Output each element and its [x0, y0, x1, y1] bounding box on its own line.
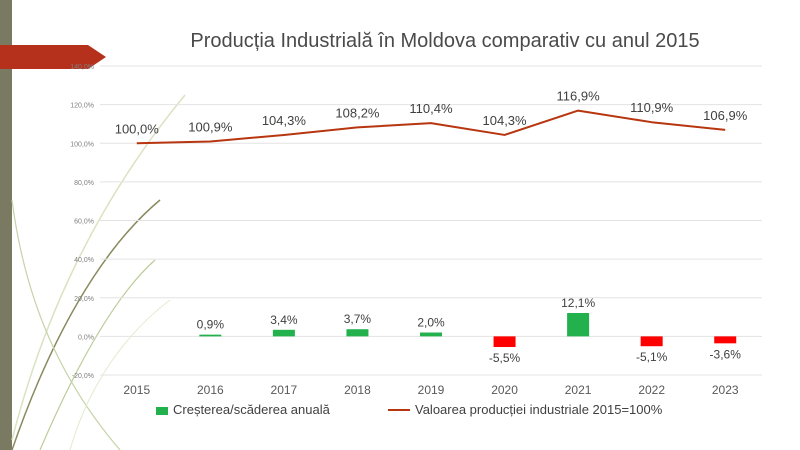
bar: [346, 329, 369, 337]
bar-data-label: 2,0%: [417, 316, 445, 330]
legend-label-line: Valoarea producției industriale 2015=100…: [415, 402, 663, 417]
y-tick-label: 40,0%: [74, 257, 94, 264]
bar-data-label: 0,9%: [197, 318, 225, 332]
decorative-curves: [11, 94, 186, 450]
legend-item-bars: Creșterea/scăderea anuală: [156, 402, 330, 417]
x-tick-label: 2017: [271, 383, 298, 397]
line-data-label: 110,9%: [630, 100, 674, 115]
legend-bar-swatch: [156, 406, 168, 415]
title-ribbon: [0, 45, 106, 69]
y-tick-label: 140,0%: [70, 64, 94, 71]
bar: [640, 336, 663, 347]
line-data-label: 110,4%: [409, 101, 453, 116]
bar: [420, 332, 442, 337]
y-tick-label: 0,0%: [78, 334, 94, 341]
line-series-path: [136, 109, 726, 145]
y-tick-label: 120,0%: [70, 103, 94, 110]
y-tick-label: 60,0%: [74, 219, 94, 226]
bar: [199, 334, 222, 337]
x-tick-label: 2018: [344, 383, 371, 397]
x-tick-label: 2020: [491, 383, 518, 397]
line-data-label: 108,2%: [335, 105, 380, 120]
line-data-label: 100,0%: [115, 121, 160, 136]
x-tick-label: 2022: [638, 383, 665, 397]
chart-plot-area: -20,0% 0,0% 20,0% 40,0% 60,0% 80,0% 100,0% 120,…: [70, 64, 762, 397]
bar-data-label: -5,1%: [636, 350, 668, 364]
legend-label-bars: Creșterea/scăderea anuală: [173, 402, 330, 417]
x-tick-label: 2015: [123, 383, 150, 397]
x-tick-label: 2021: [565, 383, 592, 397]
line-data-label: 116,9%: [557, 89, 601, 104]
bar-data-label: 3,7%: [344, 312, 372, 326]
legend-line-swatch: [388, 408, 410, 411]
line-data-label: 104,3%: [262, 113, 307, 128]
bar: [493, 336, 516, 347]
y-tick-label: 20,0%: [74, 296, 94, 303]
bar-data-label: 3,4%: [270, 313, 298, 327]
line-data-label: 106,9%: [703, 108, 748, 123]
bar-data-label: 12,1%: [561, 296, 595, 310]
bar: [567, 313, 590, 337]
y-tick-label: 100,0%: [70, 141, 94, 148]
bar-data-label: -5,5%: [489, 351, 521, 365]
y-tick-label: 80,0%: [74, 180, 94, 187]
bar-data-label: -3,6%: [710, 347, 742, 361]
bar: [272, 329, 295, 337]
side-stripe: [0, 0, 12, 450]
x-tick-label: 2016: [197, 383, 224, 397]
legend-item-line: Valoarea producției industriale 2015=100…: [388, 402, 662, 417]
x-tick-label: 2019: [418, 383, 445, 397]
x-tick-label: 2023: [712, 383, 739, 397]
line-data-label: 104,3%: [483, 113, 528, 128]
chart-legend: Creșterea/scăderea anuală Valoarea produ…: [150, 400, 750, 422]
bar: [714, 336, 737, 344]
line-data-label: 100,9%: [188, 120, 233, 135]
y-tick-label: -20,0%: [72, 373, 94, 380]
chart-title: Producția Industrială în Moldova compara…: [190, 30, 700, 52]
